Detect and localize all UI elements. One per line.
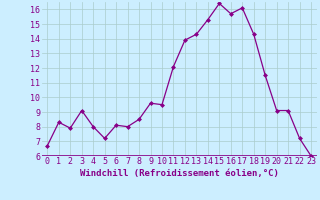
X-axis label: Windchill (Refroidissement éolien,°C): Windchill (Refroidissement éolien,°C) xyxy=(80,169,279,178)
